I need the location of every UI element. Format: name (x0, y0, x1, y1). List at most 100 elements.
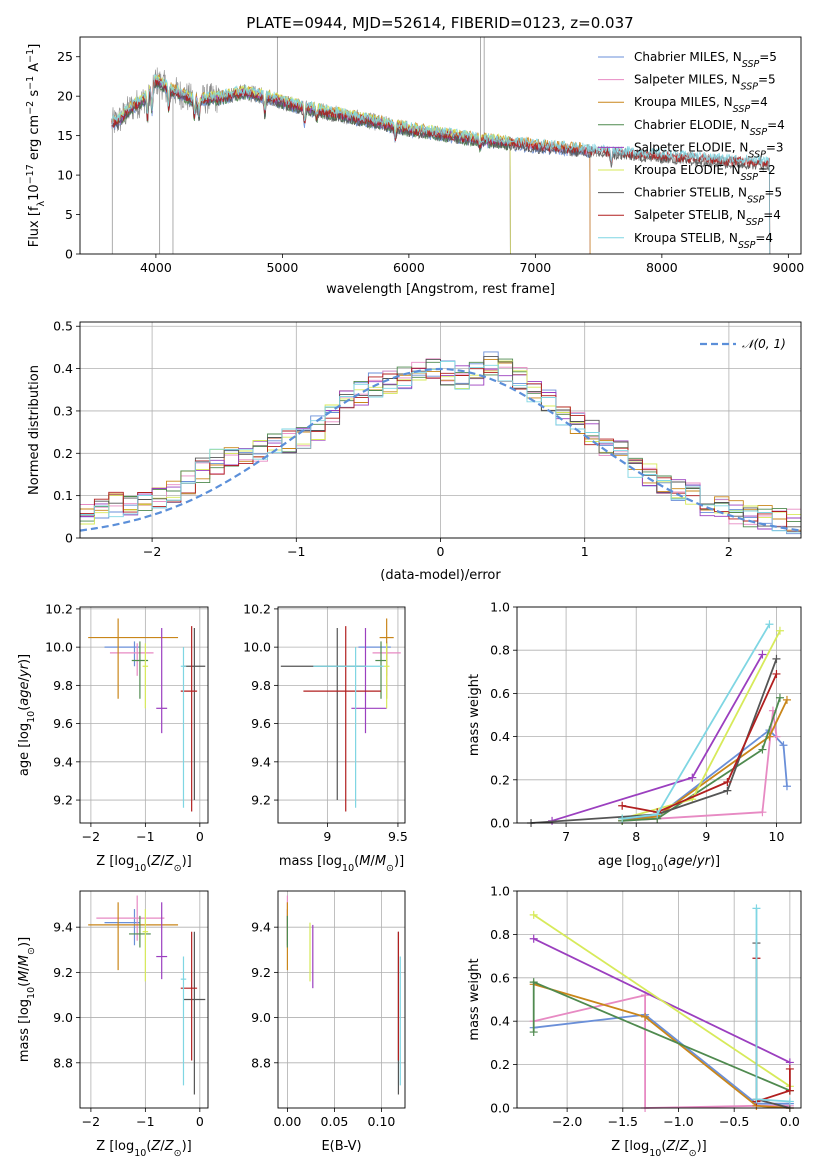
figure-title: PLATE=0944, MJD=52614, FIBERID=0123, z=0… (246, 14, 633, 32)
errorbar-salpeter-stelib (303, 626, 382, 812)
y-tick-label: 8.8 (53, 1055, 73, 1070)
axes-frame (79, 36, 802, 255)
mass-vs-Z-panel: −2 −1 0 8.8 9.0 9.2 9.4 Z [log10(Z/Z⊙)] mass [lo… (17, 890, 209, 1159)
errorbar-chabrier-elodie (129, 915, 151, 948)
errorbar-chabrier-stelib (183, 628, 206, 801)
y-axis-label: Normed distribution (27, 365, 42, 495)
marker-salpeter-stelib (785, 1086, 794, 1095)
x-tick-label: 6000 (393, 260, 425, 275)
errorbar-salpeter-miles (96, 895, 165, 941)
errorbar-kroupa-miles (88, 902, 179, 971)
errorbar-chabrier-miles (104, 641, 140, 667)
massweight-vs-age-panel: 7 8 9 10 0.0 0.2 0.4 0.6 0.8 1.0 age [log10(age/yr… (467, 600, 802, 874)
errorbar-kroupa-stelib (313, 647, 384, 808)
x-axis-label: wavelength [Angstrom, rest frame] (326, 282, 555, 297)
y-tick-label: 0.6 (490, 686, 510, 701)
y-tick-label: 9.2 (251, 793, 271, 808)
x-axis-label: (data-model)/error (380, 568, 501, 583)
marker-kroupa-stelib (752, 1095, 761, 1104)
errorbar-kroupa-elodie (383, 643, 390, 709)
marker-chabrier-miles (779, 741, 788, 750)
x-tick-label: 10 (769, 829, 785, 844)
x-tick-label: 0.10 (368, 1114, 396, 1129)
marker-salpeter-stelib (772, 669, 781, 678)
y-tick-label: 9.0 (251, 1010, 271, 1025)
x-tick-label: 2 (725, 544, 733, 559)
x-tick-label: 8000 (646, 260, 678, 275)
x-tick-label: −2 (82, 829, 100, 844)
spectrum-plot-area (111, 37, 771, 254)
y-tick-label: 0.4 (53, 361, 73, 376)
errorbar-chabrier-elodie (375, 641, 387, 699)
x-tick-label: 7000 (519, 260, 551, 275)
y-tick-label: 0 (65, 531, 73, 546)
marker-chabrier-stelib (772, 654, 781, 663)
axes-frame (79, 890, 209, 1109)
errorbar-salpeter-miles (109, 643, 154, 676)
residuals-panel: −2 −1 0 1 2 0 0.1 0.2 0.3 0.4 0.5 (data-model)/erro… (27, 319, 802, 583)
legend: Chabrier MILES, NSSP=5 Salpeter MILES, NS… (598, 50, 785, 250)
axes-frame (79, 321, 802, 539)
errorbar-chabrier-miles (104, 909, 140, 946)
marker-salpeter-elodie (758, 650, 767, 659)
errorbar-salpeter-elodie (156, 902, 168, 980)
y-axis-label: Flux [fλ10−17 erg cm−2 s−1 A−1] (25, 44, 47, 248)
y-axis-label: age [log10(age/yr)] (17, 654, 37, 776)
marker-salpeter-stelib (618, 801, 627, 810)
y-axis-label: mass weight (467, 674, 482, 756)
marker-chabrier-elodie (775, 693, 784, 702)
legend-entry-chabrier-elodie: Chabrier ELODIE, NSSP=4 (634, 118, 785, 138)
y-tick-label: 0.8 (490, 927, 510, 942)
legend-entry: 𝒩(0, 1) (742, 337, 786, 351)
y-tick-label: 8.8 (251, 1055, 271, 1070)
errorbar-kroupa-elodie (142, 909, 149, 982)
y-tick-label: 10 (57, 168, 73, 183)
x-tick-label: 0.00 (273, 1114, 301, 1129)
mass-weight-line-kroupa-miles (533, 983, 790, 1109)
x-tick-label: 1 (581, 544, 589, 559)
x-axis-label: Z [log10(Z/Z⊙)] (96, 1139, 191, 1159)
legend-entry-salpeter-elodie: Salpeter ELODIE, NSSP=3 (634, 140, 784, 160)
marker-salpeter-elodie (529, 934, 538, 943)
y-tick-label: 9.4 (53, 754, 73, 769)
y-tick-label: 10.0 (243, 640, 271, 655)
marker-kroupa-stelib (618, 814, 627, 823)
y-tick-label: 0.5 (53, 319, 73, 334)
marker-chabrier-elodie (529, 978, 538, 987)
marker-chabrier-elodie (758, 745, 767, 754)
marker-chabrier-elodie (529, 1028, 538, 1037)
errorbar-salpeter-elodie (351, 628, 387, 734)
x-tick-label: 0.05 (321, 1114, 349, 1129)
marker-kroupa-stelib (785, 1097, 794, 1106)
y-tick-label: 25 (57, 49, 73, 64)
massweight-vs-Z-panel: −2.0 −1.5 −1.0 −0.5 0.0 0.0 0.2 0.4 0.6 0.8 1.0 Z [… (467, 884, 802, 1159)
legend-entry-kroupa-elodie: Kroupa ELODIE, NSSP=2 (634, 163, 776, 183)
y-tick-label: 9.4 (53, 920, 73, 935)
x-axis-label: Z [log10(Z/Z⊙)] (611, 1139, 706, 1159)
y-tick-label: 5 (65, 207, 73, 222)
marker-chabrier-stelib (723, 786, 732, 795)
errorbar-kroupa-miles (88, 618, 179, 699)
x-tick-label: 5000 (266, 260, 298, 275)
y-axis-label: mass weight (467, 958, 482, 1040)
x-tick-label: 9000 (772, 260, 804, 275)
y-tick-label: 9.2 (251, 965, 271, 980)
y-tick-label: 10.2 (45, 601, 73, 616)
x-tick-label: 4000 (140, 260, 172, 275)
marker-kroupa-stelib (653, 810, 662, 819)
y-tick-label: 0.4 (490, 1014, 510, 1029)
normal-curve (79, 367, 802, 532)
marker-kroupa-stelib (752, 904, 761, 913)
axes-frame (277, 890, 406, 1109)
y-tick-label: 0.8 (490, 643, 510, 658)
y-tick-label: 20 (57, 89, 73, 104)
mass-weight-line-salpeter-stelib (622, 673, 778, 814)
age-vs-mass-panel: 9 9.5 9.2 9.4 9.6 9.8 10.0 10.2 mass [log10(M/M⊙… (243, 601, 408, 873)
y-tick-label: 9.2 (53, 793, 73, 808)
errorbar-salpeter-elodie (156, 628, 168, 734)
age-vs-Z-panel: −2 −1 0 9.2 9.4 9.6 9.8 10.0 10.2 Z [log10(Z/Z⊙)]… (17, 601, 209, 874)
y-tick-label: 9.2 (53, 965, 73, 980)
errorbar-chabrier-stelib (183, 931, 206, 1095)
x-tick-label: 0 (196, 1114, 204, 1129)
y-tick-label: 0.4 (490, 729, 510, 744)
